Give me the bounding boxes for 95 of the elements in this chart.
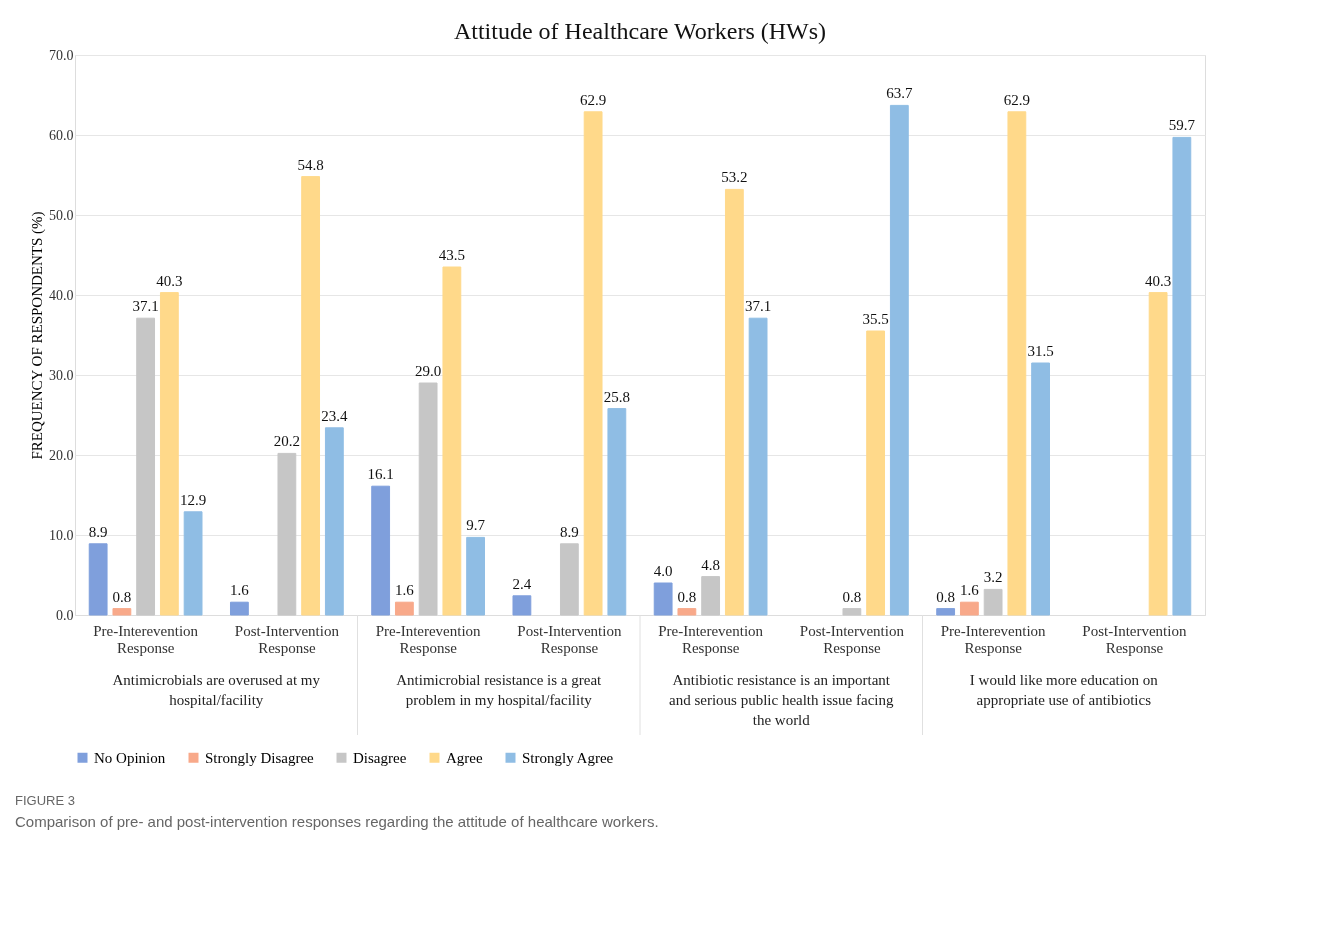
- y-tick-label: 20.0: [49, 447, 74, 463]
- y-tick-label: 70.0: [49, 47, 74, 63]
- data-label: 0.8: [677, 588, 697, 605]
- y-tick-label: 50.0: [49, 207, 74, 223]
- data-label: 4.0: [653, 563, 673, 579]
- data-label: 62.9: [579, 91, 607, 108]
- data-label: 37.1: [744, 298, 772, 315]
- data-label: 31.5: [1027, 343, 1054, 359]
- bar: [677, 608, 697, 616]
- y-axis-title: FREQUENCY OF RESPONDENTS (%): [29, 211, 46, 460]
- bar: [842, 608, 862, 616]
- y-tick-label: 30.0: [49, 367, 74, 383]
- bar: [1031, 362, 1051, 616]
- x-tick-label: Post-Intervention Response: [1082, 622, 1187, 656]
- y-tick-label: 0.0: [56, 607, 74, 623]
- y-tick-label: 40.0: [49, 287, 74, 303]
- text: I would like more education on appropriate use of antibiotics: [969, 672, 1159, 708]
- data-label: 4.8: [701, 556, 720, 573]
- bar: [701, 576, 721, 616]
- data-label: 63.7: [886, 85, 913, 102]
- data-label: 20.2: [273, 433, 300, 450]
- x-tick-label: Pre-Interevention Response: [93, 622, 199, 656]
- bar: [418, 382, 438, 616]
- bar: [583, 111, 603, 616]
- data-label: 2.4: [512, 575, 532, 592]
- data-label: 1.6: [395, 582, 415, 599]
- bar: [653, 582, 673, 616]
- text: Antibiotic resistance is an important and serious public health issue facing the world: [668, 672, 895, 728]
- data-label: 1.6: [230, 582, 250, 599]
- bar: [466, 536, 486, 616]
- legend-label: Strongly Agree: [522, 749, 614, 766]
- bar: [889, 104, 909, 616]
- x-tick-label: Pre-Interevention Response: [940, 622, 1047, 656]
- data-label: 12.9: [179, 491, 207, 508]
- text: Antimicrobials are overused at my hospital/facility: [112, 672, 321, 708]
- bar: [277, 452, 297, 616]
- x-tick-label: Post-Intervention Response: [799, 622, 905, 656]
- bar: [88, 543, 108, 616]
- data-label: 8.9: [560, 523, 579, 540]
- data-label: 59.7: [1168, 117, 1196, 134]
- data-label: 53.2: [721, 169, 748, 186]
- data-label: 0.8: [112, 588, 132, 605]
- data-label: 16.1: [367, 466, 394, 483]
- data-label: 8.9: [88, 523, 108, 540]
- data-label: 25.8: [603, 388, 630, 405]
- data-label: 37.1: [132, 298, 159, 315]
- data-label: 43.5: [438, 247, 465, 263]
- bar: [183, 511, 203, 616]
- bar: [559, 543, 579, 616]
- bar: [607, 408, 627, 616]
- bar: [866, 330, 886, 616]
- bar: [983, 588, 1003, 616]
- x-tick-label: Pre-Interevention Response: [375, 622, 482, 656]
- bar: [442, 266, 462, 616]
- chart-title: Attitude of Healthcare Workers (HWs): [453, 18, 827, 44]
- bar: [936, 608, 956, 616]
- bar: [1007, 111, 1027, 616]
- text: Comparison of pre- and post-intervention responses regarding the attitude of healthcare workers.: [15, 813, 659, 830]
- data-label: 3.2: [983, 569, 1003, 586]
- caption: FIGURE 3: [15, 793, 75, 808]
- bar: [1148, 292, 1168, 616]
- legend-label: Strongly Disagree: [205, 749, 315, 766]
- data-label: 0.8: [842, 588, 862, 605]
- bar: [512, 595, 532, 616]
- bar: [1172, 136, 1192, 616]
- data-label: 54.8: [297, 156, 324, 173]
- bar: [371, 485, 391, 616]
- bar: [394, 601, 414, 616]
- x-tick-label: Post-Intervention Response: [517, 622, 622, 656]
- legend-label: Disagree: [353, 749, 407, 766]
- data-label: 35.5: [862, 311, 889, 327]
- data-label: 40.3: [156, 272, 183, 289]
- text: Antimicrobial resistance is a great problem in my hospital/facility: [396, 672, 603, 708]
- data-label: 9.7: [466, 517, 486, 534]
- bar: [301, 176, 321, 616]
- y-tick-label: 60.0: [49, 127, 74, 143]
- bar: [159, 292, 179, 616]
- bar: [724, 188, 744, 616]
- data-label: 1.6: [960, 582, 980, 599]
- data-label: 29.0: [415, 363, 442, 379]
- bar: [112, 608, 132, 616]
- data-label: 0.8: [936, 588, 956, 605]
- legend-label: Agree: [446, 749, 483, 766]
- bar: [959, 601, 979, 616]
- data-label: 62.9: [1003, 91, 1030, 108]
- y-tick-label: 10.0: [49, 527, 74, 543]
- bar: [748, 317, 768, 616]
- bar: [229, 601, 249, 616]
- x-tick-label: Pre-Interevention Response: [658, 622, 764, 656]
- bar: [324, 427, 344, 616]
- data-label: 23.4: [321, 407, 348, 424]
- data-label: 40.3: [1144, 272, 1172, 289]
- x-tick-label: Post-Intervention Response: [234, 622, 340, 656]
- bar: [136, 317, 156, 616]
- legend-label: No Opinion: [94, 749, 166, 766]
